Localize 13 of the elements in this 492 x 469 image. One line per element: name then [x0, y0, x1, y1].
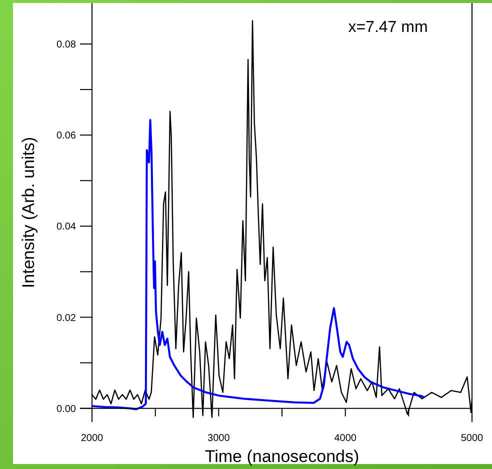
y-tick-label: 0.06	[56, 130, 76, 142]
line-series	[91, 119, 426, 410]
x-tick-label: 3000	[208, 433, 230, 444]
y-tick-label: 0.04	[56, 222, 76, 233]
annotation: x=7.47 mm	[348, 19, 428, 36]
x-tick-label: 2000	[80, 433, 104, 444]
y-axis-title: Intensity (Arb. units)	[19, 136, 38, 288]
x-tick-label: 4000	[334, 433, 357, 444]
x-tick-label: 5000	[460, 433, 484, 444]
y-tick-label: 0.02	[56, 312, 76, 324]
x-axis-title: Time (nanoseconds)	[204, 447, 360, 466]
y-tick-label: 0.08	[56, 39, 76, 50]
y-tick-label: 0.00	[56, 404, 76, 415]
